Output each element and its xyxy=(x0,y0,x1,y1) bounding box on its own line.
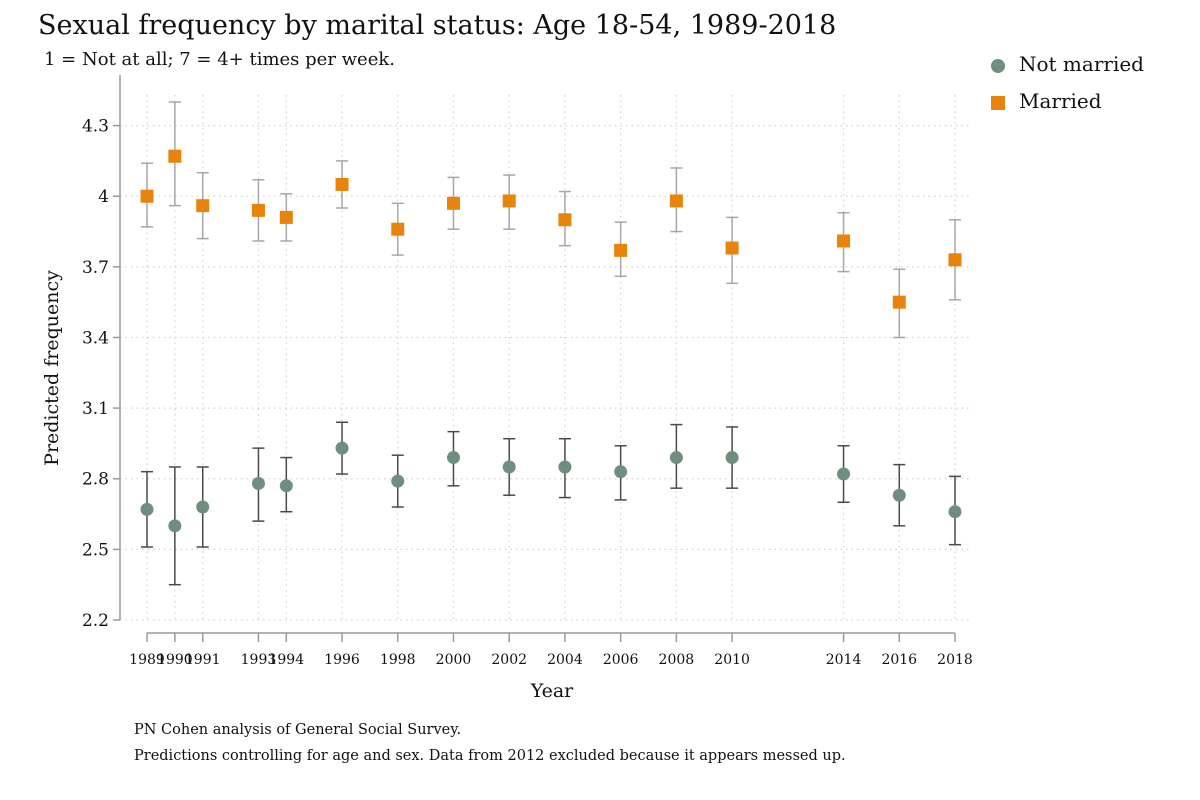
point-married xyxy=(837,234,851,248)
x-tick-label: 1989 xyxy=(129,652,165,668)
point-married xyxy=(446,196,460,210)
source-note: PN Cohen analysis of General Social Surv… xyxy=(134,722,462,738)
x-tick-label: 1998 xyxy=(380,652,416,668)
y-tick-label: 2.2 xyxy=(82,611,109,631)
point-not-married xyxy=(837,467,851,481)
x-tick-label: 2002 xyxy=(491,652,527,668)
chart-subtitle: 1 = Not at all; 7 = 4+ times per week. xyxy=(44,49,395,70)
y-tick-label: 2.8 xyxy=(82,470,109,490)
point-married xyxy=(614,243,628,257)
point-not-married xyxy=(251,476,265,490)
x-tick-label: 2006 xyxy=(603,652,639,668)
point-married xyxy=(279,210,293,224)
x-tick-label: 2010 xyxy=(714,652,750,668)
x-tick-label: 2004 xyxy=(547,652,583,668)
point-not-married xyxy=(892,488,906,502)
y-tick-label: 3.1 xyxy=(82,399,109,419)
point-not-married xyxy=(391,474,405,488)
x-tick-label: 1996 xyxy=(324,652,360,668)
x-tick-label: 2008 xyxy=(659,652,695,668)
point-not-married xyxy=(279,479,293,493)
point-not-married xyxy=(140,502,154,516)
point-married xyxy=(251,203,265,217)
legend-marker-not-married xyxy=(991,59,1005,73)
point-married xyxy=(948,253,962,267)
point-married xyxy=(140,189,154,203)
point-not-married xyxy=(614,465,628,479)
chart-title: Sexual frequency by marital status: Age … xyxy=(38,10,837,41)
legend-marker-married xyxy=(991,96,1005,110)
y-axis-label: Predicted frequency xyxy=(41,270,63,466)
point-not-married xyxy=(446,451,460,465)
detail-note: Predictions controlling for age and sex.… xyxy=(134,748,846,764)
y-tick-label: 2.5 xyxy=(82,540,109,560)
point-not-married xyxy=(948,505,962,519)
x-tick-label: 1991 xyxy=(185,652,221,668)
x-axis-label: Year xyxy=(530,680,574,702)
point-not-married xyxy=(502,460,516,474)
x-tick-label: 2016 xyxy=(881,652,917,668)
point-married xyxy=(669,194,683,208)
y-tick-label: 4.3 xyxy=(82,117,109,137)
y-tick-label: 4 xyxy=(98,187,109,207)
legend-label-married: Married xyxy=(1019,89,1102,113)
y-tick-label: 3.4 xyxy=(82,328,109,348)
x-tick-label: 1993 xyxy=(241,652,277,668)
point-married xyxy=(725,241,739,255)
point-married xyxy=(391,222,405,236)
point-married xyxy=(892,295,906,309)
legend-label-not-married: Not married xyxy=(1019,52,1144,76)
point-not-married xyxy=(558,460,572,474)
point-married xyxy=(558,213,572,227)
y-tick-label: 3.7 xyxy=(82,258,109,278)
point-not-married xyxy=(669,451,683,465)
x-tick-label: 1994 xyxy=(268,652,304,668)
x-tick-label: 2000 xyxy=(436,652,472,668)
point-married xyxy=(196,199,210,213)
point-not-married xyxy=(168,519,182,533)
point-married xyxy=(502,194,516,208)
point-married xyxy=(168,149,182,163)
x-tick-label: 2018 xyxy=(937,652,973,668)
point-not-married xyxy=(196,500,210,514)
point-married xyxy=(335,177,349,191)
x-tick-label: 1990 xyxy=(157,652,193,668)
point-not-married xyxy=(335,441,349,455)
x-tick-label: 2014 xyxy=(826,652,862,668)
point-not-married xyxy=(725,451,739,465)
